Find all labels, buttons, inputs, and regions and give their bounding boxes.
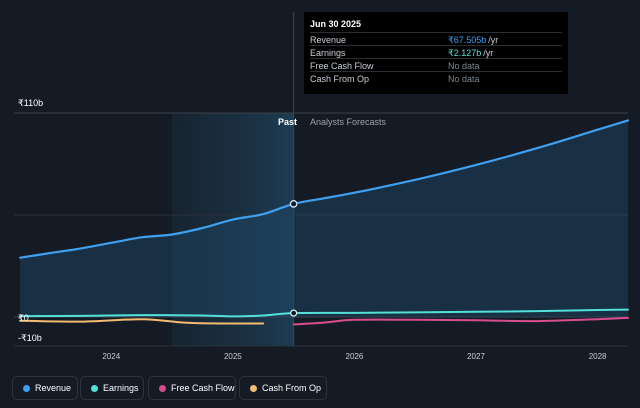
tooltip-revenue-label: Revenue: [310, 35, 347, 45]
x-tick-2028: 2028: [589, 352, 607, 361]
tooltip-date: Jun 30 2025: [310, 19, 362, 29]
revenue-series-line: [19, 119, 630, 259]
y-axis-zero-label: ₹0: [18, 313, 29, 323]
tooltip-revenue-value-wrap: ₹67.505b/yr: [448, 35, 498, 46]
past-label: Past: [278, 117, 297, 127]
legend-cfo-dot: [250, 385, 257, 392]
tooltip-earnings-value-wrap: ₹2.127b/yr: [448, 48, 493, 59]
cash-from-op-series-line: [19, 318, 265, 325]
revenue-area: [20, 120, 629, 318]
tooltip-earnings-label: Earnings: [310, 48, 346, 58]
x-tick-2024: 2024: [102, 352, 120, 361]
legend-revenue-label: Revenue: [35, 383, 72, 393]
tooltip-earnings-value: ₹2.127b: [448, 48, 482, 58]
y-axis-bottom-label: -₹10b: [18, 333, 42, 343]
revenue-highlight-marker: [289, 200, 298, 208]
tooltip-revenue-unit: /yr: [488, 35, 499, 45]
tooltip-revenue-value: ₹67.505b: [448, 35, 487, 45]
forecast-label: Analysts Forecasts: [310, 117, 387, 127]
tooltip-row-revenue: Revenue ₹67.505b/yr: [310, 32, 562, 46]
legend-item-cash-from-op[interactable]: Cash From Op: [239, 376, 327, 400]
tooltip-fcf-label: Free Cash Flow: [310, 61, 374, 71]
legend-revenue-dot: [23, 385, 30, 392]
legend-earnings-dot: [91, 385, 98, 392]
legend-item-revenue[interactable]: Revenue: [12, 376, 78, 400]
legend-fcf-label: Free Cash Flow: [171, 383, 235, 393]
tooltip-earnings-unit: /yr: [483, 48, 494, 58]
y-axis-top-label: ₹110b: [18, 98, 43, 108]
earnings-highlight-marker: [290, 309, 298, 317]
free-cash-flow-series-line: [292, 316, 629, 326]
tooltip-row-earnings: Earnings ₹2.127b/yr: [310, 45, 562, 59]
tooltip-cfo-value: No data: [448, 74, 480, 84]
legend-fcf-dot: [159, 385, 166, 392]
tooltip-cfo-label: Cash From Op: [310, 74, 370, 84]
x-tick-2025: 2025: [224, 352, 242, 361]
x-tick-2026: 2026: [346, 352, 364, 361]
legend-cfo-label: Cash From Op: [262, 383, 322, 393]
legend-item-earnings[interactable]: Earnings: [80, 376, 144, 400]
data-tooltip: Jun 30 2025 Revenue ₹67.505b/yr Earnings…: [304, 12, 568, 94]
tooltip-row-cfo: Cash From Op No data: [310, 71, 562, 85]
tooltip-row-fcf: Free Cash Flow No data: [310, 58, 562, 72]
legend-item-free-cash-flow[interactable]: Free Cash Flow: [148, 376, 236, 400]
legend-earnings-label: Earnings: [103, 383, 139, 393]
tooltip-fcf-value: No data: [448, 61, 480, 71]
x-tick-2027: 2027: [467, 352, 485, 361]
